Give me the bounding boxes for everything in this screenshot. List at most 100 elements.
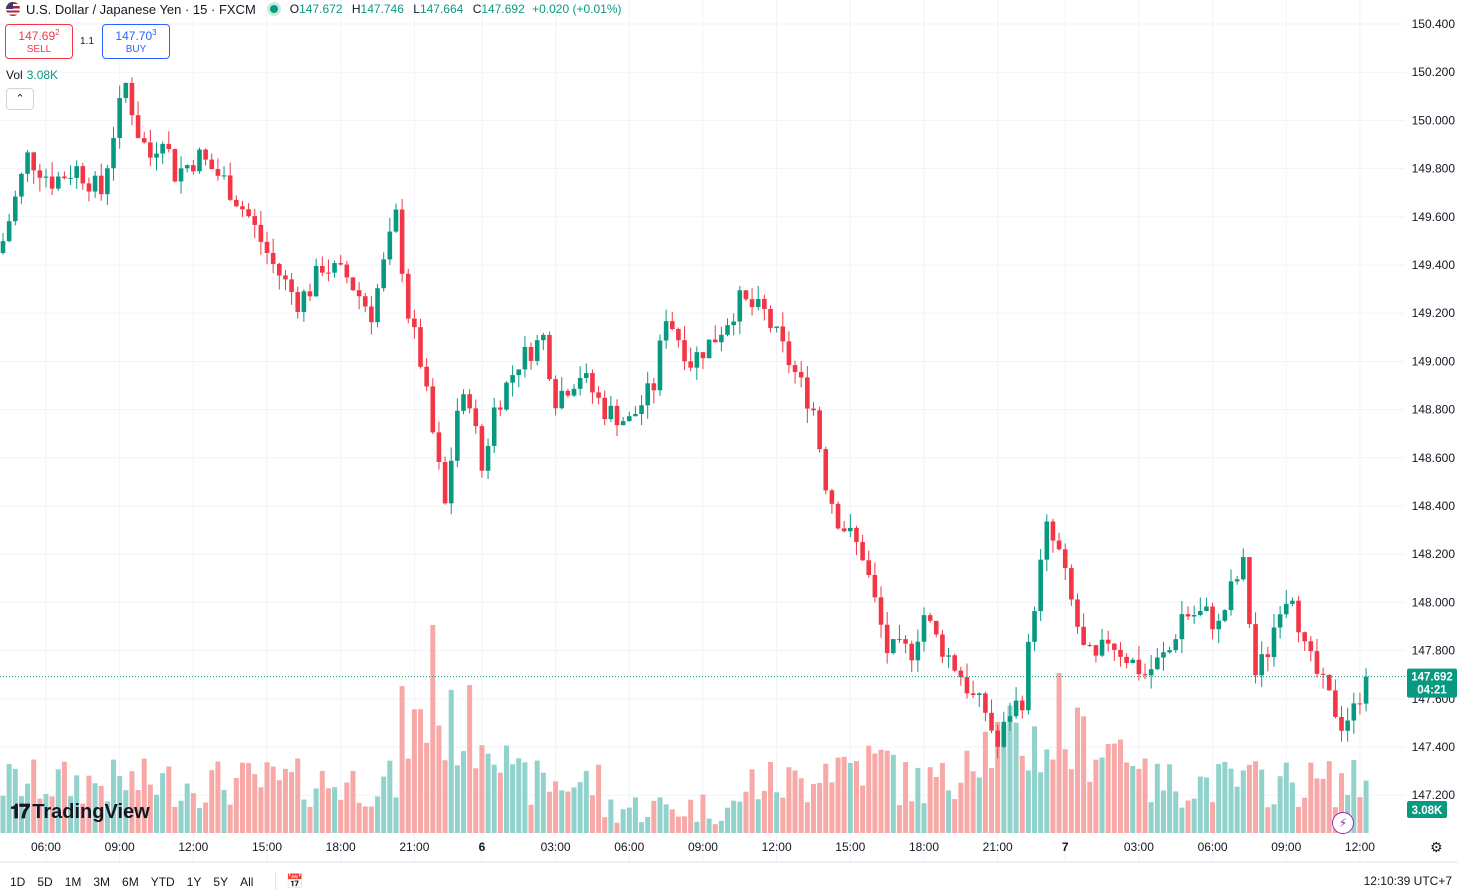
volume-bar [1032,726,1038,833]
range-5y[interactable]: 5Y [213,875,229,889]
volume-bar [884,750,890,833]
candle-body [467,394,472,409]
volume-bar [737,801,743,833]
candle-body [841,528,847,532]
volume-bar [1277,776,1283,833]
volume-bar [939,762,945,833]
candle-body [817,410,822,450]
chevron-up-icon[interactable]: ⌃ [6,88,34,110]
volume-bar [1142,758,1148,833]
range-1m[interactable]: 1M [64,875,82,889]
candle-body [848,527,853,532]
volume-bar [0,795,6,833]
volume-bar [350,770,356,833]
gear-icon[interactable]: ⚙ [1430,839,1443,855]
calendar-icon[interactable]: 📅 [286,873,304,889]
volume-bar [80,803,86,833]
y-tick-label: 149.400 [1412,258,1456,272]
candle-body [393,209,399,232]
candle-body [258,224,264,242]
volume-bar [479,745,485,833]
volume-bar [982,731,988,833]
candle-body [596,392,601,398]
candle-body [798,371,804,378]
range-selector: 1D 5D 1M 3M 6M YTD 1Y 5Y All [0,872,255,892]
volume-bar [761,790,767,833]
candle-body [1296,600,1301,633]
candle-body [584,373,589,378]
symbol-title[interactable]: U.S. Dollar / Japanese Yen · 15 · FXCM [26,1,256,17]
volume-bar [860,785,866,833]
volume-bar [651,800,657,833]
x-tick-label: 09:00 [688,840,718,854]
range-1y[interactable]: 1Y [186,875,202,889]
volume-bar [6,764,12,833]
range-1d[interactable]: 1D [10,875,26,889]
ohlc-readout: O147.672 H147.746 L147.664 C147.692 +0.0… [290,2,622,16]
candle-body [946,655,951,657]
range-all[interactable]: All [240,875,254,889]
candle-body [903,639,908,644]
y-tick-label: 148.600 [1412,451,1456,465]
volume-bar [657,797,663,833]
volume-bar [473,768,479,833]
range-3m[interactable]: 3M [93,875,111,889]
candle-body [49,176,55,189]
volume-bar [1234,786,1240,833]
volume-bar [1185,800,1191,833]
range-5d[interactable]: 5D [37,875,53,889]
candle-body [1032,611,1037,642]
volume-bar [725,807,731,833]
clock-readout[interactable]: 12:10:39 UTC+7 [1363,874,1452,888]
candle-body [1308,641,1314,652]
ohlc-open-key: O [289,2,300,16]
candle-body [565,390,571,396]
volume-legend[interactable]: Vol 3.08K [6,68,58,82]
candle-body [148,142,153,158]
candle-body [221,175,227,177]
candle-body [1112,643,1117,650]
volume-bar [626,807,632,833]
candle-body [669,321,675,329]
market-open-dot-icon [269,5,278,13]
candle-body [418,327,423,367]
buy-price-pip: 3 [152,28,157,37]
volume-bar [147,784,153,833]
bar-countdown: 04:21 [1417,685,1447,697]
candle-body [688,361,693,368]
candle-body [823,449,829,491]
volume-bar [774,792,780,833]
candle-body [626,416,632,422]
candle-body [197,149,202,172]
candle-body [768,309,773,328]
lightning-icon[interactable]: ⚡ [1332,812,1354,834]
candle-body [203,149,208,160]
volume-bar [853,761,859,833]
range-ytd[interactable]: YTD [150,875,175,889]
y-tick-label: 148.400 [1412,499,1456,513]
volume-bar [688,799,694,833]
volume-bar [190,793,196,833]
candle-body [479,426,485,471]
ohlc-close-value: 147.692 [481,2,525,16]
tradingview-logo[interactable]: 𝟏𝟕 TradingView [10,801,150,824]
volume-bar [528,804,534,833]
candle-body [657,340,663,391]
volume-bar [1105,743,1111,833]
x-tick-label: 09:00 [105,840,135,854]
y-tick-label: 149.600 [1412,210,1456,224]
volume-bar [522,762,528,833]
candle-body [504,382,509,410]
volume-bar [1314,778,1320,833]
candle-body [1222,610,1228,621]
candle-body [1056,540,1062,550]
candle-body [614,405,620,426]
volume-bar [639,822,645,833]
ohlc-low-value: 147.664 [419,2,464,16]
buy-button[interactable]: 147.703 BUY [102,24,170,59]
sell-button[interactable]: 147.692 SELL [5,24,73,59]
volume-bar [1203,777,1209,833]
candle-body [1093,645,1099,656]
range-6m[interactable]: 6M [122,875,139,889]
